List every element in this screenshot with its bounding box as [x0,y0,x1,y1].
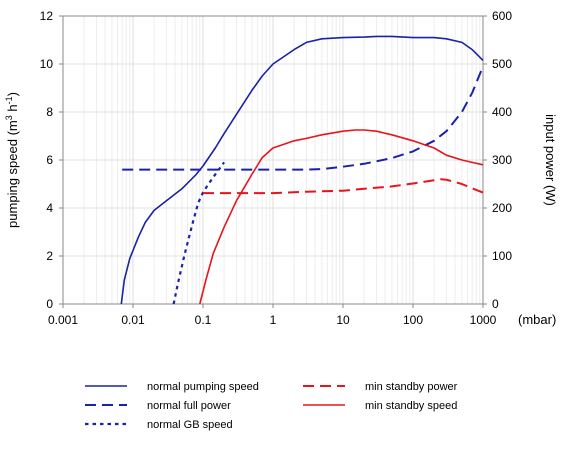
grid-lines [62,15,483,305]
right-y-tick-label: 0 [492,297,499,311]
left-y-tick-label: 12 [40,9,54,23]
right-y-tick-label: 200 [492,201,512,215]
series-line-min-standby-speed [199,129,484,305]
legend-label: normal GB speed [147,419,233,431]
x-tick-label: 0.1 [195,313,212,327]
series-line-normal-full-power [122,66,484,171]
series-lines [120,35,484,305]
left-axis-title-sup1: 3 [4,115,14,120]
left-y-tick-label: 4 [46,201,53,215]
legend-label: normal pumping speed [147,381,259,393]
x-tick-label: 1000 [470,313,497,327]
right-axis-title: input power (W) [543,114,558,206]
left-y-tick-label: 6 [46,153,53,167]
right-y-tick-label: 100 [492,249,512,263]
left-y-tick-label: 0 [46,297,53,311]
right-y-tick-label: 600 [492,9,512,23]
x-tick-label: 100 [403,313,423,327]
legend: normal pumping speed min standby power nor… [85,381,458,431]
legend-label: normal full power [147,400,231,412]
legend-label: min standby speed [365,400,457,412]
series-line-normal-gb-speed [172,161,225,305]
x-tick-label: 0.01 [121,313,145,327]
left-axis-title-mid: h [5,104,20,115]
right-y-tick-label: 500 [492,57,512,71]
left-y-tick-label: 8 [46,105,53,119]
left-y-tick-label: 10 [40,57,54,71]
right-y-tick-label: 400 [492,105,512,119]
x-tick-label: 0.001 [48,313,78,327]
left-axis-title-main: pumping speed (m [5,120,20,228]
legend-label: min standby power [365,381,458,393]
axis-ticks: 0.001 0.01 0.1 1 10 100 1000 0 2 4 6 8 10 12 0 100 200 30… [40,9,513,327]
series-line-min-standby-power [203,178,484,195]
right-y-tick-label: 300 [492,153,512,167]
x-tick-label: 1 [270,313,277,327]
left-axis-title-sup2: -1 [4,96,14,104]
left-axis-title-end: ) [5,92,20,96]
left-axis-title: pumping speed (m3 h-1) [4,92,20,228]
series-line-normal-pumping-speed [120,35,484,305]
x-axis-unit: (mbar) [518,312,556,327]
x-tick-label: 10 [336,313,350,327]
left-y-tick-label: 2 [46,249,53,263]
